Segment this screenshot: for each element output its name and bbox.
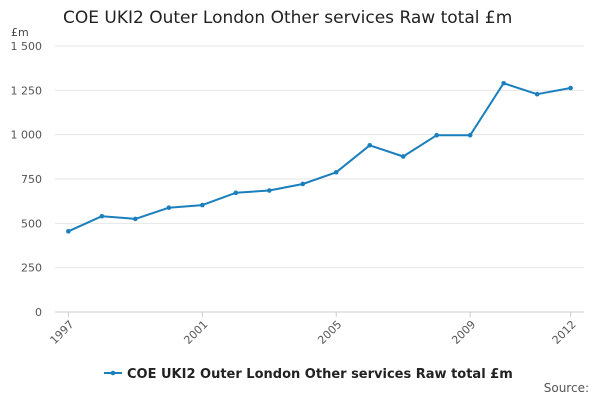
legend-marker	[110, 370, 116, 376]
y-axis-ticks: 0 250 500 750 1 000 1 250 1 500	[11, 40, 43, 319]
data-point[interactable]	[99, 213, 105, 219]
y-axis-unit-label: £m	[11, 26, 29, 39]
data-point[interactable]	[133, 216, 138, 222]
x-axis-ticks: 1997 2001 2005 2009 2012	[48, 312, 579, 347]
data-point[interactable]	[233, 190, 239, 196]
series-line	[67, 82, 571, 233]
x-tick-label: 2001	[181, 318, 210, 347]
legend-item-label[interactable]: COE UKI2 Outer London Other services Raw…	[127, 367, 513, 382]
x-tick-label: 2012	[550, 318, 579, 347]
data-point[interactable]	[534, 91, 540, 97]
y-tick-label: 500	[21, 217, 42, 230]
data-point[interactable]	[568, 85, 573, 91]
data-point[interactable]	[467, 132, 473, 138]
y-tick-label: 1 000	[11, 129, 43, 142]
source-label: Source:	[543, 381, 589, 395]
x-tick-label: 1997	[48, 318, 77, 347]
data-point[interactable]	[400, 154, 406, 159]
data-point[interactable]	[266, 188, 272, 193]
y-tick-label: 250	[21, 262, 42, 275]
x-tick-label: 2005	[315, 318, 344, 347]
y-tick-label: 1 500	[11, 40, 43, 53]
y-tick-label: 0	[35, 306, 42, 319]
series-group	[66, 80, 573, 234]
data-point[interactable]	[166, 205, 172, 211]
x-tick-label: 2009	[449, 318, 478, 347]
data-point[interactable]	[367, 143, 373, 148]
legend[interactable]: COE UKI2 Outer London Other services Raw…	[104, 367, 513, 382]
data-point[interactable]	[200, 202, 205, 208]
gridlines	[55, 45, 584, 313]
data-point[interactable]	[66, 229, 71, 234]
data-point[interactable]	[434, 132, 439, 138]
data-point[interactable]	[501, 80, 506, 86]
y-tick-label: 1 250	[11, 84, 43, 97]
data-point[interactable]	[300, 181, 306, 187]
chart-title: COE UKI2 Outer London Other services Raw…	[63, 8, 513, 28]
y-tick-label: 750	[21, 173, 42, 186]
data-point[interactable]	[333, 169, 339, 175]
